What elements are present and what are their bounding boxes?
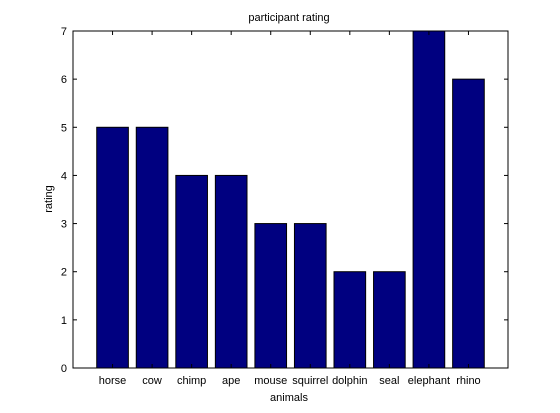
bar-seal [373, 271, 406, 369]
x-tick-label: elephant [408, 375, 450, 387]
x-tick-label: mouse [254, 375, 287, 387]
x-ticks-group: horse cow chimp ape mouse squirrel dolphin seal… [99, 31, 481, 387]
x-tick-label: horse [99, 375, 127, 387]
x-tick-label: seal [379, 375, 399, 387]
y-tick-label: 1 [61, 315, 67, 327]
x-tick-label: chimp [177, 375, 206, 387]
y-tick-label: 6 [61, 74, 67, 86]
x-tick-label: ape [222, 375, 240, 387]
bars-group [96, 30, 485, 369]
y-tick-label: 7 [61, 26, 67, 38]
y-tick-label: 3 [61, 219, 67, 231]
x-axis-label: animals [270, 392, 308, 404]
x-tick-label: squirrel [292, 375, 328, 387]
bar-mouse [254, 223, 288, 369]
x-tick-label: cow [142, 375, 162, 387]
bar-chimp [175, 174, 208, 369]
y-tick-label: 0 [61, 363, 67, 375]
y-axis-label: rating [43, 185, 55, 213]
bar-elephant [412, 30, 446, 369]
y-tick-label: 2 [61, 267, 67, 279]
bar-cow [135, 126, 169, 369]
x-tick-label: dolphin [332, 375, 367, 387]
axes-frame [72, 30, 509, 369]
y-tick-label: 5 [61, 122, 67, 134]
y-tick-label: 4 [61, 170, 67, 182]
bar-rhino [452, 78, 485, 369]
bar-horse [96, 126, 129, 369]
bar-dolphin [333, 271, 367, 369]
chart-title: participant rating [248, 12, 329, 24]
bar-ape [214, 174, 248, 369]
x-tick-label: rhino [456, 375, 480, 387]
bar-squirrel [293, 223, 327, 369]
